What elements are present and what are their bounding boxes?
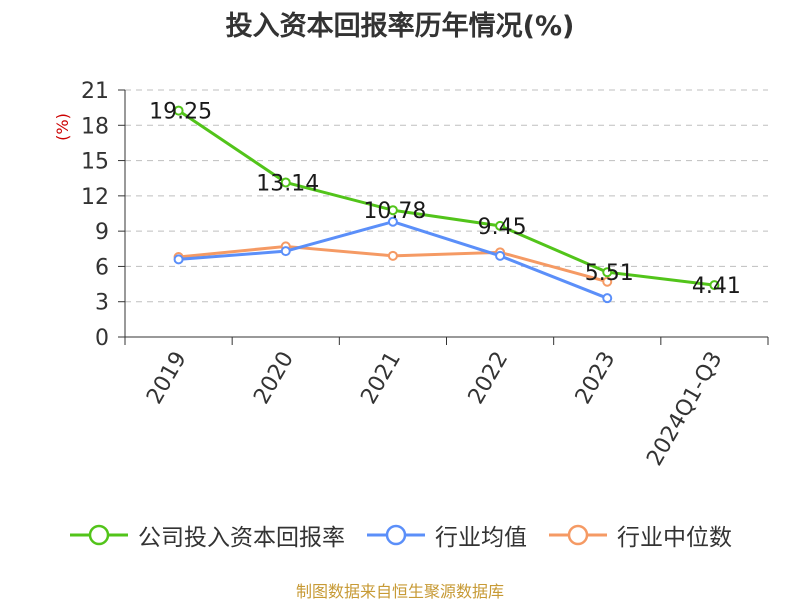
data-point [173,254,184,265]
y-axis-label: (%) [53,113,72,141]
data-point [495,220,506,231]
x-tick-label: 2023 [571,348,621,409]
data-point [602,267,613,278]
grid-lines [125,89,768,303]
y-tick-label: 12 [81,185,109,210]
legend-label-industry-median: 行业中位数 [617,525,732,551]
chart-title: 投入资本回报率历年情况(%) [225,11,575,42]
legend-label-company: 公司投入资本回报率 [138,525,345,551]
series-line [177,109,715,287]
legend-item-industry-mean[interactable]: 行业均值 [365,518,527,552]
y-tick-label: 21 [81,79,109,104]
data-label: 5.51 [585,261,634,286]
series-lines [173,105,720,304]
y-tick-label: 9 [95,220,109,245]
x-tick-label: 2021 [356,348,406,409]
y-tick-label: 0 [95,326,109,351]
y-tick-label: 3 [95,291,109,316]
legend-item-company[interactable]: 公司投入资本回报率 [68,518,345,552]
legend: 公司投入资本回报率 行业均值 行业中位数 [0,518,800,552]
data-labels: 19.25 13.14 10.78 9.45 5.51 4.41 [149,100,741,300]
legend-line-marker-icon [549,524,607,546]
axes: 0 3 6 9 12 15 18 21 2019 2020 2021 2022 2023 2024Q1-Q… [81,79,769,471]
y-tick-label: 18 [81,114,109,139]
y-tick-label: 15 [81,150,109,175]
legend-item-industry-median[interactable]: 行业中位数 [547,518,732,552]
data-point [280,177,291,188]
x-tick-label: 2019 [142,348,192,409]
data-point [173,105,184,116]
data-label: 4.41 [692,274,741,299]
data-point [387,205,398,216]
legend-line-marker-icon [70,524,128,546]
data-point [709,280,720,291]
data-point [387,216,398,227]
legend-label-industry-mean: 行业均值 [435,525,527,551]
data-point [495,250,506,261]
x-tick-label: 2022 [464,348,514,409]
x-tick-label: 2024Q1-Q3 [642,348,727,471]
data-point [602,293,613,304]
legend-line-marker-icon [367,524,425,546]
source-note: 制图数据来自恒生聚源数据库 [295,582,504,601]
data-label: 13.14 [256,171,319,196]
data-point [602,276,613,287]
data-label: 10.78 [363,199,426,224]
data-point [387,250,398,261]
y-tick-label: 6 [95,255,109,280]
data-point [280,246,291,257]
data-label: 9.45 [478,215,527,240]
x-tick-label: 2020 [249,348,299,409]
data-label: 19.25 [149,100,212,125]
